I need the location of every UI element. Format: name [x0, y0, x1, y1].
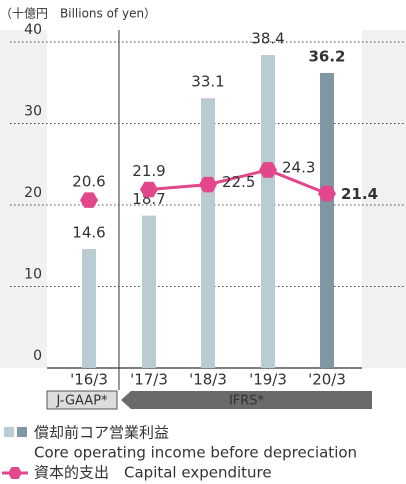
legend-label: Core operating income before depreciatio… [34, 444, 357, 462]
line-value-label: 21.4 [341, 185, 378, 203]
bar [201, 98, 215, 369]
legend-label: 資本的支出 Capital expenditure [34, 464, 272, 482]
bar-value-label: 33.1 [191, 73, 224, 91]
group-arrow [121, 391, 372, 409]
group-label: IFRS* [229, 394, 265, 409]
legend-swatch [17, 427, 27, 437]
x-tick-label: '18/3 [189, 371, 227, 389]
line-marker [199, 176, 217, 193]
x-tick-label: '19/3 [249, 371, 287, 389]
y-tick-label: 30 [24, 104, 42, 120]
y-tick-label: 20 [24, 185, 42, 201]
y-tick-label: 40 [24, 22, 42, 38]
line-value-label: 21.9 [132, 162, 165, 180]
bar [261, 55, 275, 368]
line-value-label: 22.5 [222, 173, 255, 191]
unit-label: （十億円 Billions of yen） [0, 7, 156, 21]
y-tick-label: 10 [24, 267, 42, 283]
line-marker [318, 185, 336, 202]
side-band [362, 30, 406, 368]
legend-label: 償却前コア営業利益 [34, 424, 169, 442]
line-marker [259, 162, 277, 178]
bar [82, 249, 96, 368]
line-marker [140, 181, 158, 198]
x-tick-label: '20/3 [308, 371, 346, 389]
x-tick-label: '16/3 [70, 371, 108, 389]
line [148, 168, 328, 195]
legend-swatch [4, 427, 14, 437]
bar [320, 72, 334, 368]
legend-marker [8, 466, 22, 480]
group-label: J-GAAP* [55, 394, 108, 409]
x-tick-label: '17/3 [130, 371, 168, 389]
bar-value-label: 38.4 [251, 30, 284, 48]
y-tick-label: 0 [33, 348, 42, 364]
bar-value-label: 36.2 [308, 47, 345, 65]
group-box [46, 390, 118, 410]
bar-value-label: 18.7 [132, 190, 165, 208]
line-value-label: 20.6 [72, 173, 105, 191]
side-band [0, 30, 47, 368]
bar [142, 215, 156, 368]
line-value-label: 24.3 [282, 158, 315, 176]
line-marker [80, 192, 98, 208]
bar-value-label: 14.6 [72, 224, 105, 242]
